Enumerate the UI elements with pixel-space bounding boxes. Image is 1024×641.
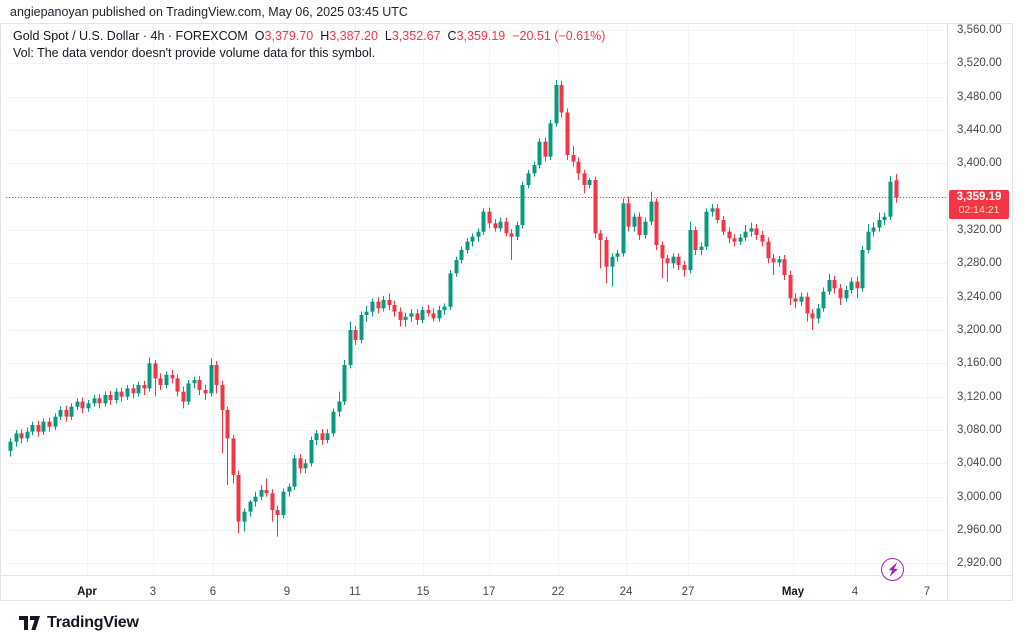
open-value: 3,379.70 xyxy=(264,29,314,43)
time-tick-label: 7 xyxy=(923,586,931,598)
low-value: 3,352.67 xyxy=(391,29,441,43)
price-tick-label: 2,920.00 xyxy=(957,557,1002,570)
time-tick-label: 17 xyxy=(482,586,496,598)
lightning-bolt-icon xyxy=(888,562,898,577)
attribution-text: angiepanoyan published on TradingView.co… xyxy=(10,5,408,19)
high-pair: H3,387.20 xyxy=(320,29,378,43)
candlestick-series xyxy=(8,80,899,537)
time-tick-label: 11 xyxy=(349,586,361,598)
time-tick-label: 3 xyxy=(149,586,157,598)
price-tick-label: 3,120.00 xyxy=(957,390,1002,403)
close-value: 3,359.19 xyxy=(456,29,506,43)
bar-countdown: 02:14:21 xyxy=(958,204,1000,216)
time-tick-label: Apr xyxy=(77,586,97,598)
time-tick-label: 24 xyxy=(619,586,633,598)
time-tick-label: 6 xyxy=(209,586,217,598)
footer-bar: TradingView xyxy=(0,601,1024,641)
change-value: −20.51 (−0.61%) xyxy=(512,29,606,43)
time-tick-label: 22 xyxy=(551,586,565,598)
time-tick-label: 27 xyxy=(681,586,695,598)
open-pair: O3,379.70 xyxy=(254,29,314,43)
tradingview-brand-text: TradingView xyxy=(47,614,139,631)
price-tick-label: 3,000.00 xyxy=(957,490,1002,503)
price-tick-label: 3,040.00 xyxy=(957,457,1002,470)
price-tick-label: 3,520.00 xyxy=(957,57,1002,70)
time-tick-label: May xyxy=(781,586,805,598)
price-tick-label: 2,960.00 xyxy=(957,524,1002,536)
gridlines xyxy=(0,24,1013,601)
price-tick-label: 3,280.00 xyxy=(957,257,1002,270)
tradingview-logo[interactable]: TradingView xyxy=(19,614,139,632)
time-tick-label: 9 xyxy=(283,586,291,598)
time-tick-label: 4 xyxy=(851,586,859,598)
price-tick-label: 3,160.00 xyxy=(957,357,1002,370)
volume-note: Vol: The data vendor doesn't provide vol… xyxy=(13,46,376,60)
price-tick-label: 3,400.00 xyxy=(957,157,1002,170)
low-pair: L3,352.67 xyxy=(384,29,441,43)
price-tick-label: 3,200.00 xyxy=(957,324,1002,336)
flash-alert-button[interactable] xyxy=(881,558,904,581)
price-tick-label: 3,320.00 xyxy=(957,224,1002,236)
legend-main-row: Gold Spot / U.S. Dollar · 4h · FOREXCOM O… xyxy=(13,28,605,45)
symbol-title: Gold Spot / U.S. Dollar · 4h · FOREXCOM xyxy=(13,29,248,43)
price-tick-label: 3,560.00 xyxy=(957,24,1002,36)
price-tick-label: 3,240.00 xyxy=(957,290,1002,303)
price-tick-label: 3,480.00 xyxy=(957,90,1002,103)
time-tick-label: 15 xyxy=(416,586,430,598)
price-tick-label: 3,080.00 xyxy=(957,424,1002,436)
price-tick-label: 3,440.00 xyxy=(957,124,1002,136)
close-pair: C3,359.19 xyxy=(447,29,506,43)
chart-legend: Gold Spot / U.S. Dollar · 4h · FOREXCOM O… xyxy=(13,28,605,62)
last-price-label: 3,359.19 02:14:21 xyxy=(949,190,1009,219)
tradingview-logo-icon xyxy=(19,616,40,630)
high-value: 3,387.20 xyxy=(329,29,378,43)
last-price-value: 3,359.19 xyxy=(956,191,1002,203)
